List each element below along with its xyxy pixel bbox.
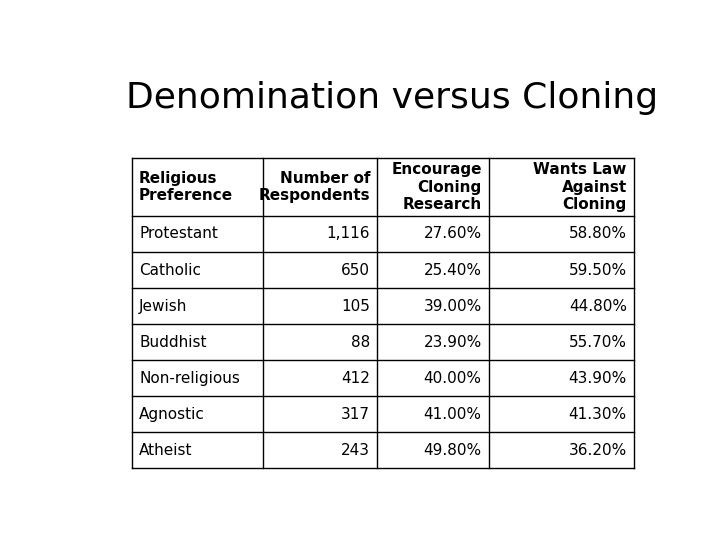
Text: Agnostic: Agnostic [139, 407, 205, 422]
Text: Denomination versus Cloning: Denomination versus Cloning [126, 82, 658, 116]
Text: Encourage
Cloning
Research: Encourage Cloning Research [391, 163, 482, 212]
Text: Religious
Preference: Religious Preference [139, 171, 233, 204]
Text: 49.80%: 49.80% [423, 443, 482, 457]
Text: Non-religious: Non-religious [139, 370, 240, 386]
Text: 23.90%: 23.90% [423, 335, 482, 349]
Text: 58.80%: 58.80% [569, 226, 627, 241]
Text: 44.80%: 44.80% [569, 299, 627, 314]
Text: 40.00%: 40.00% [423, 370, 482, 386]
Text: Catholic: Catholic [139, 262, 201, 278]
Text: 25.40%: 25.40% [423, 262, 482, 278]
Text: Jewish: Jewish [139, 299, 187, 314]
Text: 317: 317 [341, 407, 370, 422]
Text: 55.70%: 55.70% [569, 335, 627, 349]
Text: Buddhist: Buddhist [139, 335, 207, 349]
Text: 412: 412 [341, 370, 370, 386]
Text: 43.90%: 43.90% [569, 370, 627, 386]
Text: 36.20%: 36.20% [569, 443, 627, 457]
Text: 41.30%: 41.30% [569, 407, 627, 422]
Text: Wants Law
Against
Cloning: Wants Law Against Cloning [534, 163, 627, 212]
Text: 59.50%: 59.50% [569, 262, 627, 278]
Text: Protestant: Protestant [139, 226, 218, 241]
Text: 27.60%: 27.60% [423, 226, 482, 241]
Text: 105: 105 [341, 299, 370, 314]
Text: 650: 650 [341, 262, 370, 278]
Text: Number of
Respondents: Number of Respondents [258, 171, 370, 204]
Text: 243: 243 [341, 443, 370, 457]
Text: Atheist: Atheist [139, 443, 193, 457]
Text: 39.00%: 39.00% [423, 299, 482, 314]
Text: 41.00%: 41.00% [423, 407, 482, 422]
Text: 88: 88 [351, 335, 370, 349]
Text: 1,116: 1,116 [327, 226, 370, 241]
